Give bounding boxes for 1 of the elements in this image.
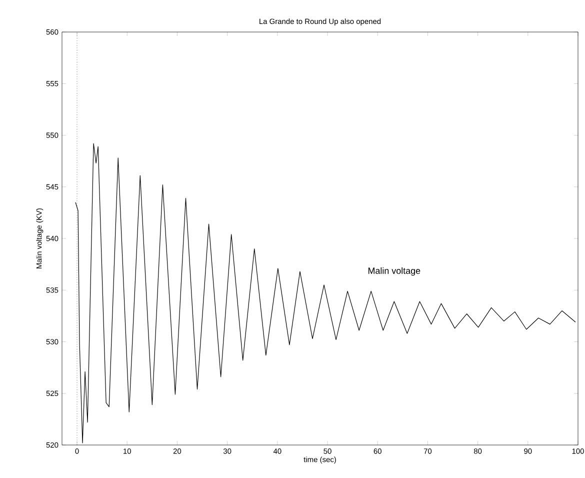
series-label: Malin voltage — [368, 267, 420, 276]
